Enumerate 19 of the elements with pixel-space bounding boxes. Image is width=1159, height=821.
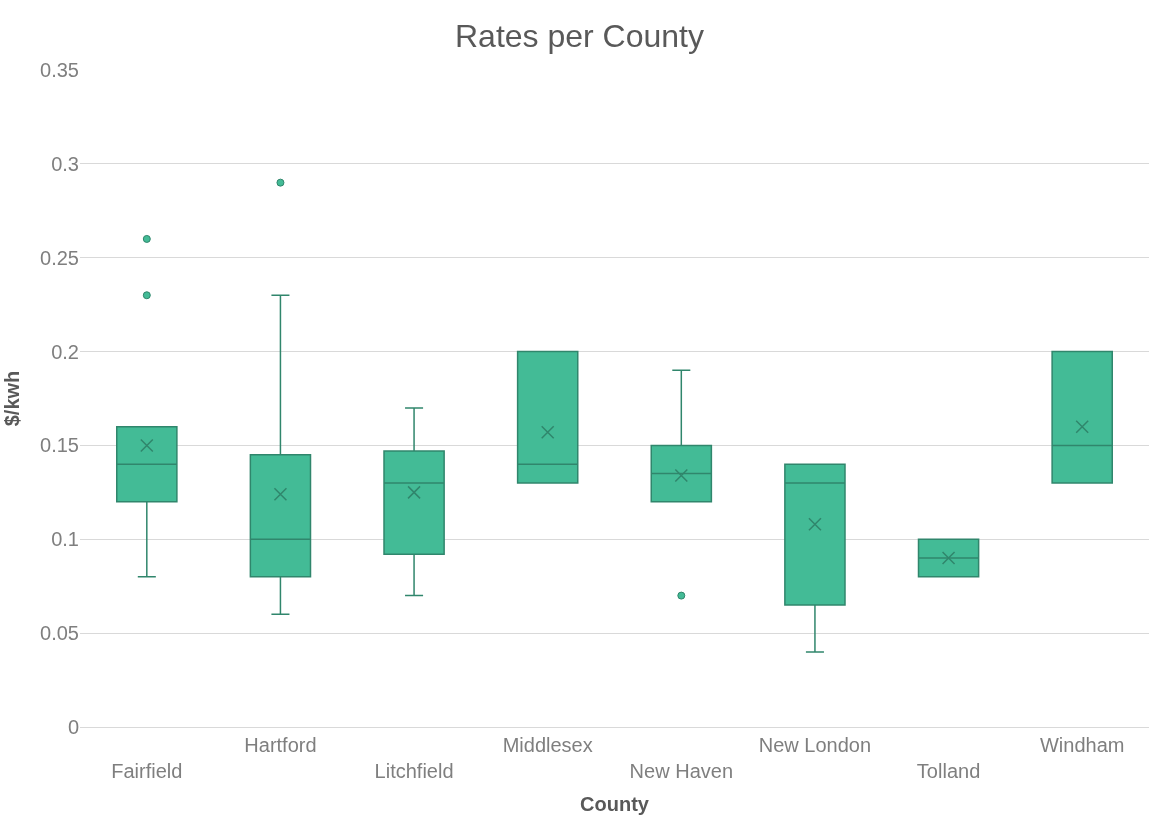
- x-tick-label: Litchfield: [374, 760, 454, 782]
- x-tick-label: Fairfield: [111, 760, 183, 782]
- y-tick-label: 0.1: [51, 528, 79, 551]
- x-tick-label: New Haven: [629, 760, 734, 782]
- x-tick-label: Hartford: [244, 734, 317, 756]
- x-tick-label: New London: [758, 734, 872, 756]
- y-tick-label: 0.25: [40, 246, 79, 269]
- y-tick-label: 0: [67, 716, 79, 738]
- x-tick-label: Windham: [1039, 734, 1125, 756]
- y-tick-label: 0.35: [40, 59, 79, 81]
- x-tick-label: Tolland: [916, 760, 981, 782]
- y-tick-label: 0.05: [40, 622, 79, 645]
- x-axis-title: County: [580, 792, 650, 815]
- chart-title: Rates per County: [454, 18, 705, 55]
- y-tick-label: 0.3: [51, 152, 79, 175]
- x-tick-label: Middlesex: [502, 734, 593, 756]
- y-axis-title: $/kwh: [0, 370, 23, 427]
- y-tick-label: 0.15: [40, 434, 79, 457]
- y-tick-label: 0.2: [51, 340, 79, 363]
